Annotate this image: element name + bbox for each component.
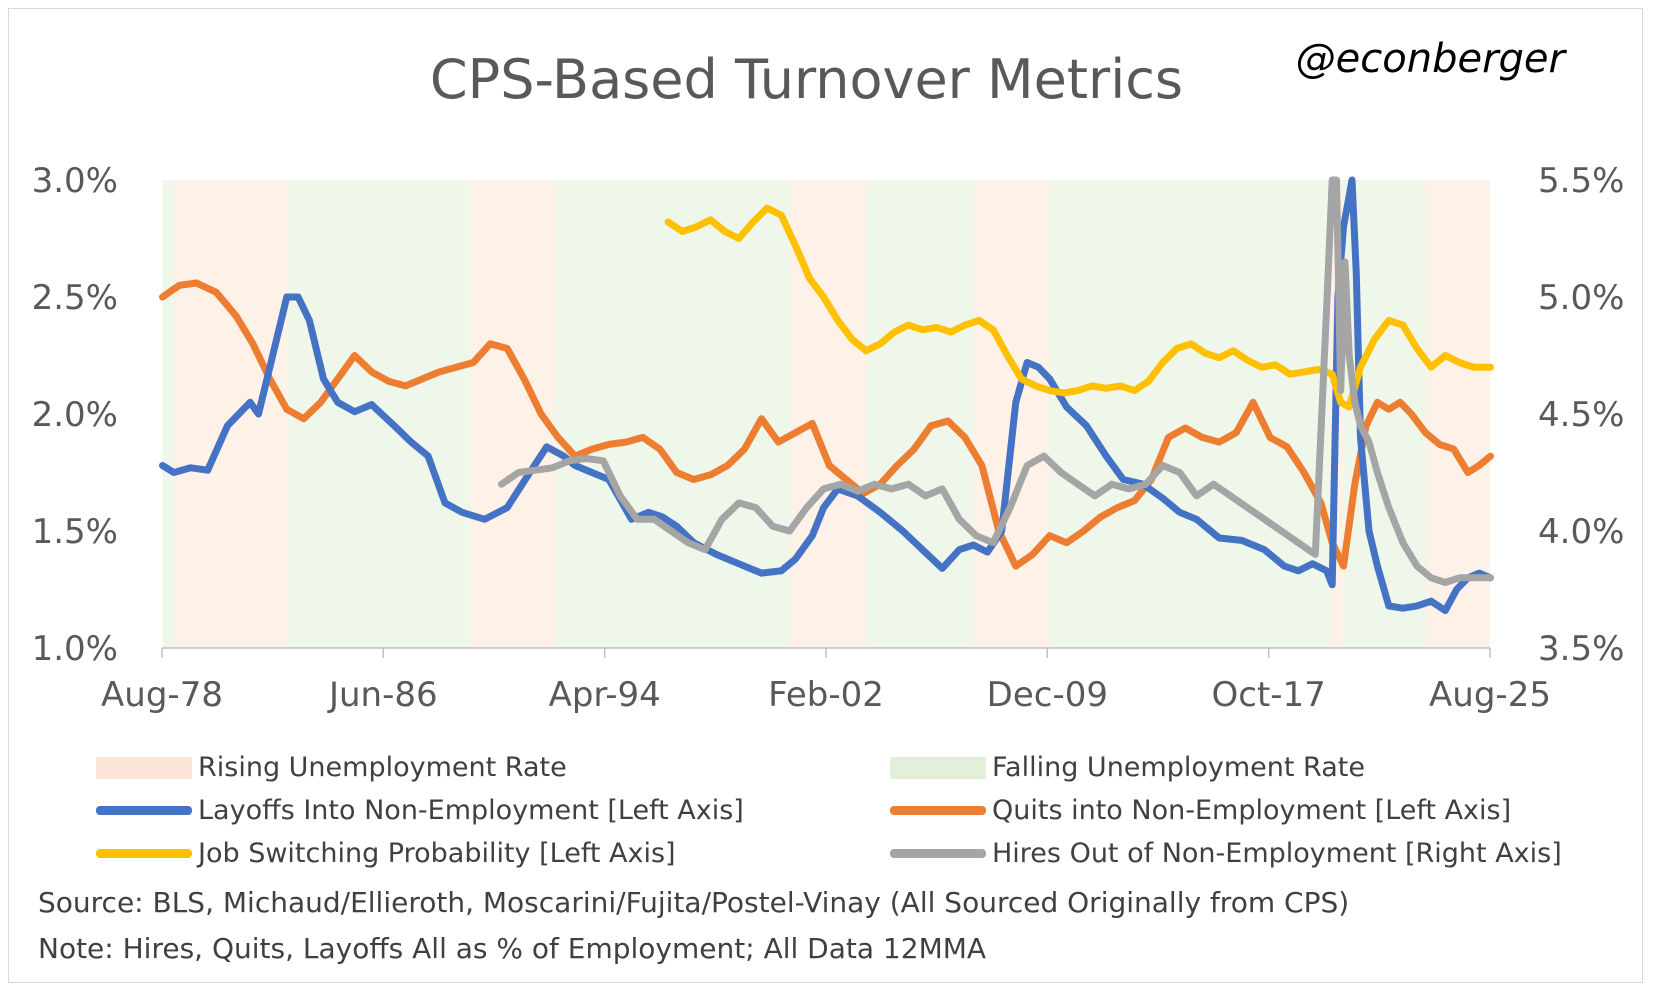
series-quits — [159, 279, 1494, 570]
y-left-tick-label: 3.0% — [32, 161, 118, 201]
axes: 1.0% 1.5% 2.0% 2.5% 3.0% 3.5% 4.0% 4.5% 5.0% 5.5%… — [32, 161, 1625, 715]
source-note: Source: BLS, Michaud/Ellieroth, Moscarin… — [38, 886, 1350, 919]
x-tick-label: Dec-09 — [987, 675, 1108, 715]
legend-item-falling: Falling Unemployment Rate — [890, 752, 1365, 783]
x-tick-label: Oct-17 — [1212, 675, 1326, 715]
y-left-tick-label: 1.0% — [32, 629, 118, 669]
y-right-tick-label: 5.0% — [1538, 278, 1624, 318]
x-tick-label: Apr-94 — [549, 675, 661, 715]
legend-item-rising: Rising Unemployment Rate — [96, 752, 567, 783]
legend-item-layoffs: Layoffs Into Non-Employment [Left Axis] — [96, 795, 744, 826]
chart-title: CPS-Based Turnover Metrics — [429, 48, 1184, 111]
band-rising-0 — [173, 180, 287, 648]
legend-swatch-switching — [96, 849, 192, 858]
y-right-tick-label: 3.5% — [1538, 629, 1624, 669]
legend-label-falling: Falling Unemployment Rate — [992, 752, 1365, 783]
legend-swatch-hires — [890, 849, 986, 858]
band-falling-3 — [866, 180, 974, 648]
x-tick-label: Aug-25 — [1429, 675, 1551, 715]
author-handle: @econberger — [1295, 36, 1565, 82]
y-left-tick-label: 1.5% — [32, 512, 118, 552]
band-falling-0 — [162, 180, 174, 648]
legend-swatch-falling — [890, 756, 986, 779]
background-bands — [162, 180, 1490, 648]
x-tick-label: Feb-02 — [768, 675, 884, 715]
legend-label-quits: Quits into Non-Employment [Left Axis] — [992, 795, 1512, 826]
x-tick-label: Aug-78 — [101, 675, 223, 715]
legend-label-rising: Rising Unemployment Rate — [198, 752, 567, 783]
band-falling-2 — [555, 180, 790, 648]
legend-swatch-quits — [890, 806, 986, 815]
x-tick-label: Jun-86 — [327, 675, 438, 715]
definition-note: Note: Hires, Quits, Layoffs All as % of … — [38, 932, 987, 965]
y-right-tick-label: 5.5% — [1538, 161, 1624, 201]
y-left-tick-label: 2.5% — [32, 278, 118, 318]
legend-swatch-layoffs — [96, 806, 192, 815]
legend-item-switching: Job Switching Probability [Left Axis] — [96, 838, 676, 869]
y-right-tick-label: 4.0% — [1538, 512, 1624, 552]
legend-item-quits: Quits into Non-Employment [Left Axis] — [890, 795, 1511, 826]
legend-label-switching: Job Switching Probability [Left Axis] — [198, 838, 676, 869]
y-left-tick-label: 2.0% — [32, 395, 118, 435]
band-falling-4 — [1049, 180, 1330, 648]
legend-swatch-rising — [96, 756, 192, 779]
series-layoffs — [159, 176, 1494, 615]
legend-label-layoffs: Layoffs Into Non-Employment [Left Axis] — [198, 795, 744, 826]
series-lines — [159, 176, 1494, 615]
series-hires — [498, 176, 1494, 586]
legend-label-hires: Hires Out of Non-Employment [Right Axis] — [992, 838, 1562, 869]
y-right-tick-label: 4.5% — [1538, 395, 1624, 435]
legend-item-hires: Hires Out of Non-Employment [Right Axis] — [890, 838, 1562, 869]
